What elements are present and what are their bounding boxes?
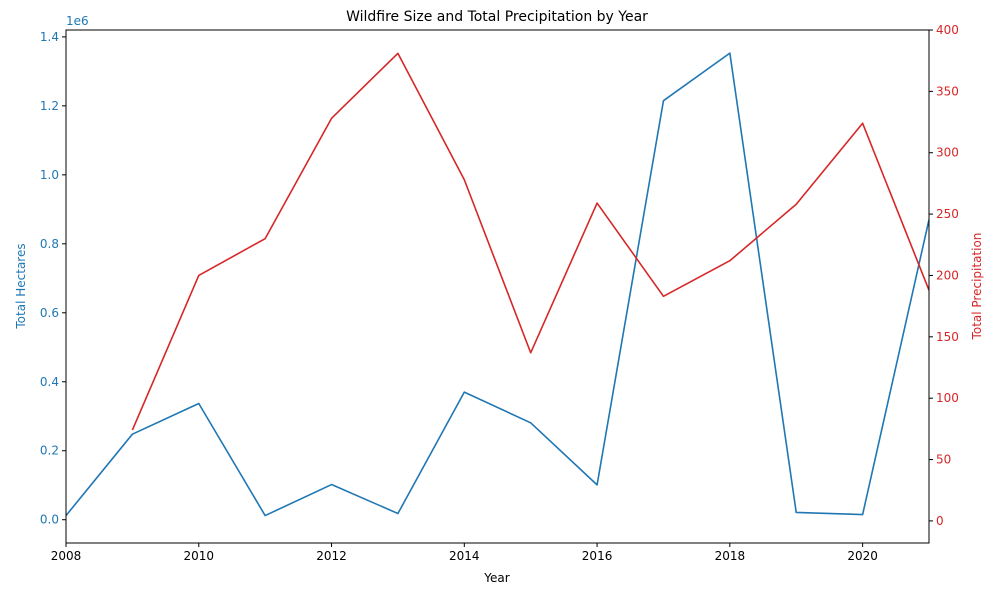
y-left-tick-label: 0.0 (40, 513, 59, 527)
y-right-tick-label: 250 (936, 207, 959, 221)
x-tick-label: 2008 (51, 549, 82, 563)
y-left-offset-label: 1e6 (66, 14, 89, 28)
plot-frame (65, 29, 930, 544)
y-right-tick-label: 0 (936, 514, 944, 528)
y-right-tick-label: 350 (936, 84, 959, 98)
x-tick-label: 2010 (183, 549, 214, 563)
y-left-tick-label: 0.6 (40, 306, 59, 320)
y-right-tick-label: 150 (936, 330, 959, 344)
x-axis-label: Year (483, 571, 509, 585)
y-left-tick-label: 0.8 (40, 237, 59, 251)
y-right-tick-label: 200 (936, 268, 959, 282)
y-right-tick-label: 100 (936, 391, 959, 405)
y-left-tick-label: 0.2 (40, 444, 59, 458)
chart-title: Wildfire Size and Total Precipitation by… (346, 9, 648, 25)
precipitation-series-line (131, 52, 929, 431)
x-tick-label: 2016 (582, 549, 613, 563)
y-left-axis-label: Total Hectares (14, 243, 28, 329)
y-left-tick-label: 1.2 (40, 99, 59, 113)
y-right-axis-label: Total Precipitation (970, 233, 984, 341)
x-tick-label: 2020 (847, 549, 878, 563)
x-tick-label: 2012 (316, 549, 347, 563)
y-right-tick-label: 400 (936, 23, 959, 37)
x-tick-label: 2018 (715, 549, 746, 563)
y-left-tick-label: 0.4 (40, 375, 59, 389)
y-left-tick-label: 1.0 (40, 168, 59, 182)
y-left-tick-label: 1.4 (40, 30, 59, 44)
hectares-series-line (66, 52, 929, 517)
y-right-tick-label: 50 (936, 453, 951, 467)
y-right-tick-label: 300 (936, 146, 959, 160)
x-tick-label: 2014 (449, 549, 480, 563)
